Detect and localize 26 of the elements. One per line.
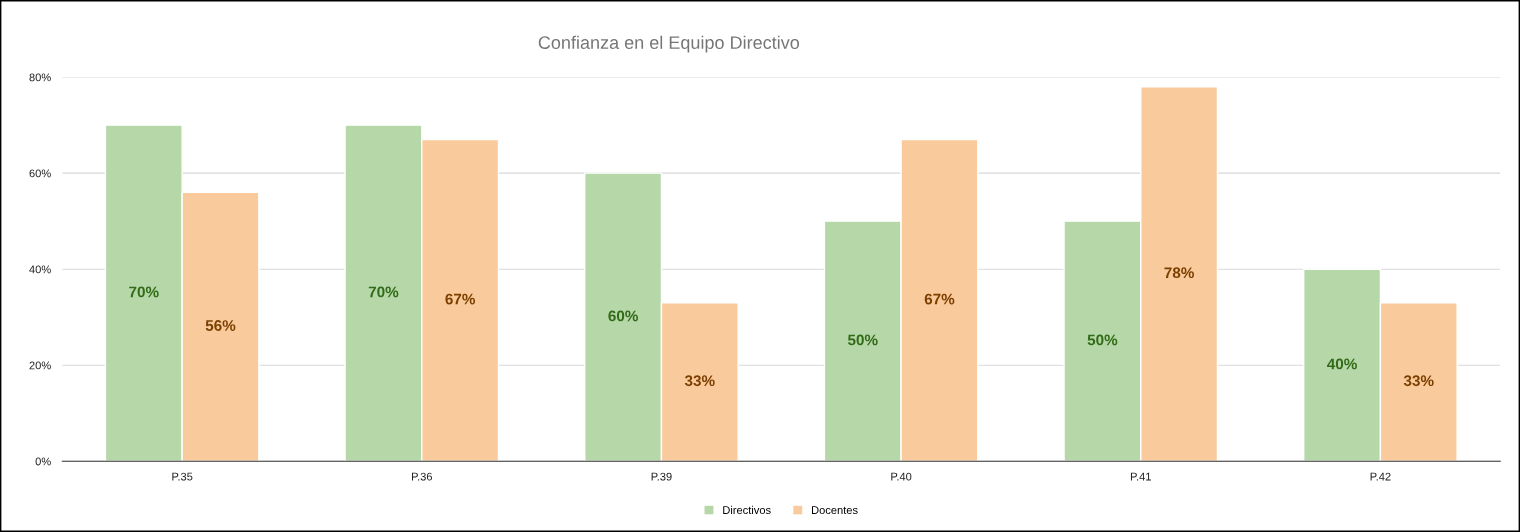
data-label: 50% (1087, 334, 1118, 346)
data-label: 78% (1164, 267, 1194, 279)
data-label: 33% (1403, 375, 1434, 387)
x-tick-label: P.42 (1370, 472, 1391, 481)
y-tick-label: 20% (29, 361, 51, 370)
y-tick-label: 0% (35, 457, 51, 466)
chart-title: Confianza en el Equipo Directivo (538, 35, 800, 53)
data-label: 50% (847, 334, 878, 346)
data-label: 33% (684, 375, 715, 387)
x-tick-label: P.40 (891, 472, 912, 481)
data-label: 70% (129, 286, 159, 298)
data-label: 40% (1327, 358, 1357, 370)
data-label: 70% (368, 286, 399, 298)
y-tick-label: 80% (29, 73, 51, 82)
y-tick-label: 40% (29, 265, 51, 274)
data-label: 60% (608, 310, 638, 322)
data-label: 67% (924, 293, 955, 305)
legend-label: Docentes (812, 506, 858, 515)
data-label: 56% (205, 320, 236, 331)
x-tick-label: P.39 (651, 472, 672, 481)
data-label: 67% (445, 293, 476, 305)
x-tick-label: P.36 (412, 472, 433, 481)
x-tick-label: P.35 (172, 472, 193, 481)
y-tick-label: 60% (29, 169, 51, 178)
x-tick-label: P.41 (1130, 472, 1151, 481)
legend-label: Directivos (723, 505, 771, 515)
